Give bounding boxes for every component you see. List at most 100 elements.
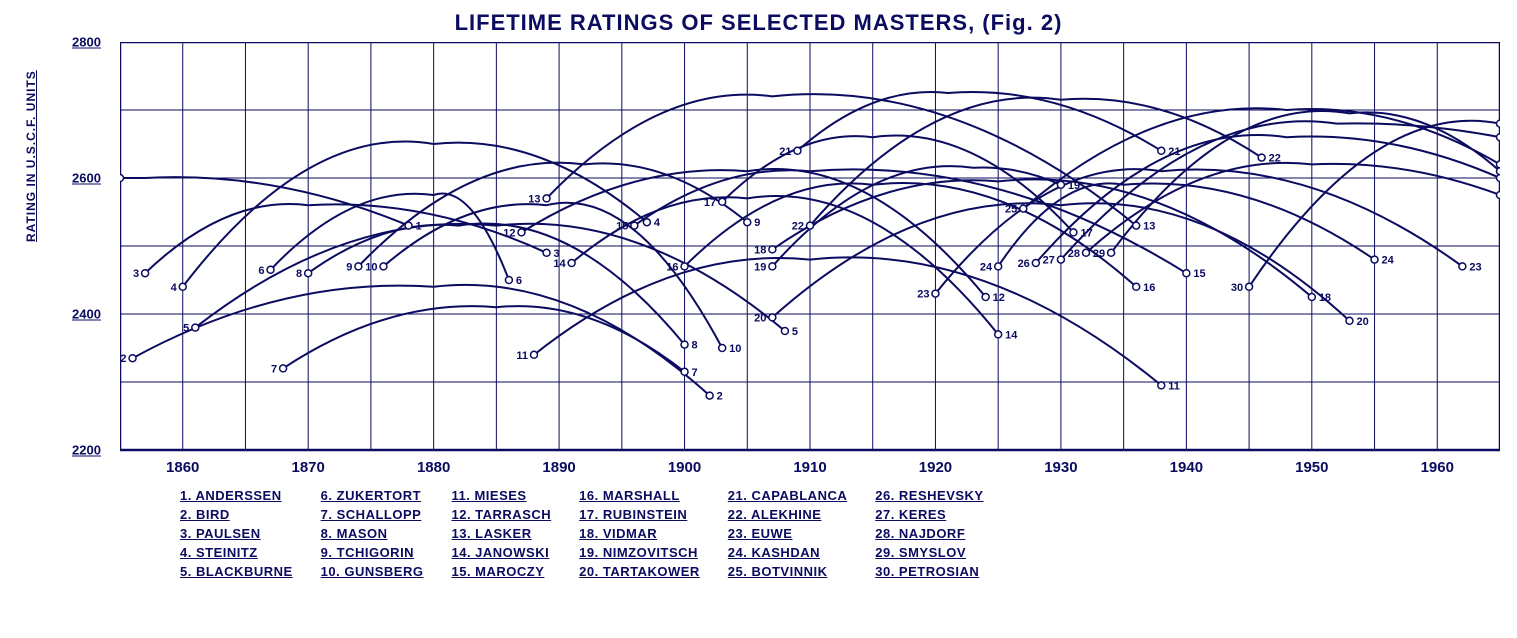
svg-text:20: 20 xyxy=(754,312,766,324)
x-tick-label: 1910 xyxy=(793,459,826,476)
svg-text:9: 9 xyxy=(346,261,352,273)
svg-text:5: 5 xyxy=(792,326,798,338)
svg-text:7: 7 xyxy=(271,363,277,375)
legend-item: 11. MIESES xyxy=(451,488,551,503)
svg-text:20: 20 xyxy=(1356,316,1368,328)
svg-text:21: 21 xyxy=(779,146,791,158)
svg-text:17: 17 xyxy=(1080,227,1092,239)
svg-text:23: 23 xyxy=(1469,261,1481,273)
svg-text:27: 27 xyxy=(1043,255,1055,267)
legend-item: 26. RESHEVSKY xyxy=(875,488,983,503)
svg-text:8: 8 xyxy=(296,268,302,280)
legend-item: 22. ALEKHINE xyxy=(728,507,847,522)
svg-text:2: 2 xyxy=(120,353,126,365)
legend-item: 18. VIDMAR xyxy=(579,526,700,541)
x-tick-label: 1860 xyxy=(166,459,199,476)
x-tick-label: 1920 xyxy=(919,459,952,476)
legend-item: 27. KERES xyxy=(875,507,983,522)
legend-column: 21. CAPABLANCA 22. ALEKHINE 23. EUWE 24. KA… xyxy=(728,488,847,579)
svg-text:15: 15 xyxy=(1193,268,1205,280)
legend-item: 19. NIMZOVITSCH xyxy=(579,545,700,560)
svg-text:24: 24 xyxy=(980,261,993,273)
legend: 1. ANDERSSEN2. BIRD3. PAULSEN4. STEINITZ… xyxy=(180,488,1487,579)
legend-item: 28. NAJDORF xyxy=(875,526,983,541)
svg-text:11: 11 xyxy=(1168,380,1180,392)
svg-text:30: 30 xyxy=(1231,282,1243,294)
svg-text:11: 11 xyxy=(516,350,528,362)
y-tick-label: 2200 xyxy=(72,443,101,458)
svg-text:12: 12 xyxy=(503,227,515,239)
svg-text:9: 9 xyxy=(754,217,760,229)
legend-column: 16. MARSHALL 17. RUBINSTEIN 18. VIDMAR 19. … xyxy=(579,488,700,579)
y-tick-label: 2400 xyxy=(72,307,101,322)
svg-text:4: 4 xyxy=(654,217,661,229)
svg-text:18: 18 xyxy=(1319,292,1331,304)
x-tick-label: 1930 xyxy=(1044,459,1077,476)
svg-text:28: 28 xyxy=(1068,248,1080,260)
legend-item: 21. CAPABLANCA xyxy=(728,488,847,503)
svg-text:19: 19 xyxy=(754,261,766,273)
legend-item: 7. SCHALLOPP xyxy=(321,507,424,522)
svg-text:24: 24 xyxy=(1382,255,1395,267)
svg-text:17: 17 xyxy=(704,197,716,209)
svg-text:6: 6 xyxy=(516,275,522,287)
svg-text:16: 16 xyxy=(666,261,678,273)
x-tick-label: 1950 xyxy=(1295,459,1328,476)
svg-text:14: 14 xyxy=(1005,329,1018,341)
legend-item: 24. KASHDAN xyxy=(728,545,847,560)
svg-text:22: 22 xyxy=(1269,153,1281,165)
x-tick-label: 1880 xyxy=(417,459,450,476)
legend-item: 4. STEINITZ xyxy=(180,545,293,560)
legend-column: 26. RESHEVSKY 27. KERES 28. NAJDORF 29. SMY… xyxy=(875,488,983,579)
svg-text:16: 16 xyxy=(1143,282,1155,294)
svg-text:10: 10 xyxy=(729,343,741,355)
svg-text:23: 23 xyxy=(917,289,929,301)
svg-text:4: 4 xyxy=(171,282,178,294)
svg-text:3: 3 xyxy=(133,268,139,280)
plot-svg: 1122334455667788991010111112121313141415… xyxy=(120,42,1500,472)
svg-text:8: 8 xyxy=(692,340,698,352)
x-tick-label: 1890 xyxy=(542,459,575,476)
x-tick-label: 1900 xyxy=(668,459,701,476)
legend-item: 23. EUWE xyxy=(728,526,847,541)
svg-text:10: 10 xyxy=(365,261,377,273)
legend-item: 8. MASON xyxy=(321,526,424,541)
legend-item: 9. TCHIGORIN xyxy=(321,545,424,560)
svg-text:18: 18 xyxy=(754,244,766,256)
legend-column: 1. ANDERSSEN2. BIRD3. PAULSEN4. STEINITZ… xyxy=(180,488,293,579)
legend-item: 17. RUBINSTEIN xyxy=(579,507,700,522)
svg-text:6: 6 xyxy=(258,265,264,277)
svg-text:19: 19 xyxy=(1068,180,1080,192)
svg-text:2: 2 xyxy=(717,391,723,403)
legend-column: 6. ZUKERTORT 7. SCHALLOPP 8. MASON 9. TCHIG… xyxy=(321,488,424,579)
legend-item: 29. SMYSLOV xyxy=(875,545,983,560)
chart-area: RATING IN U.S.C.F. UNITS 220024002600280… xyxy=(30,42,1487,472)
svg-text:22: 22 xyxy=(792,221,804,233)
svg-text:13: 13 xyxy=(528,193,540,205)
legend-item: 2. BIRD xyxy=(180,507,293,522)
x-tick-label: 1960 xyxy=(1421,459,1454,476)
legend-item: 13. LASKER xyxy=(451,526,551,541)
legend-item: 12. TARRASCH xyxy=(451,507,551,522)
legend-item: 25. BOTVINNIK xyxy=(728,564,847,579)
legend-item: 20. TARTAKOWER xyxy=(579,564,700,579)
legend-item: 30. PETROSIAN xyxy=(875,564,983,579)
svg-text:7: 7 xyxy=(692,367,698,379)
legend-item: 6. ZUKERTORT xyxy=(321,488,424,503)
svg-text:29: 29 xyxy=(1093,248,1105,260)
legend-item: 16. MARSHALL xyxy=(579,488,700,503)
legend-item: 5. BLACKBURNE xyxy=(180,564,293,579)
y-tick-label: 2800 xyxy=(72,35,101,50)
legend-item: 3. PAULSEN xyxy=(180,526,293,541)
y-axis-label: RATING IN U.S.C.F. UNITS xyxy=(24,70,38,242)
legend-column: 11. MIESES12. TARRASCH13. LASKER14. JANO… xyxy=(451,488,551,579)
x-tick-label: 1940 xyxy=(1170,459,1203,476)
svg-text:5: 5 xyxy=(183,323,189,335)
legend-item: 10. GUNSBERG xyxy=(321,564,424,579)
svg-text:25: 25 xyxy=(1005,204,1017,216)
chart-title: LIFETIME RATINGS OF SELECTED MASTERS, (F… xyxy=(30,10,1487,36)
svg-text:12: 12 xyxy=(993,292,1005,304)
svg-text:15: 15 xyxy=(616,221,628,233)
y-tick-label: 2600 xyxy=(72,171,101,186)
svg-text:1: 1 xyxy=(416,221,422,233)
